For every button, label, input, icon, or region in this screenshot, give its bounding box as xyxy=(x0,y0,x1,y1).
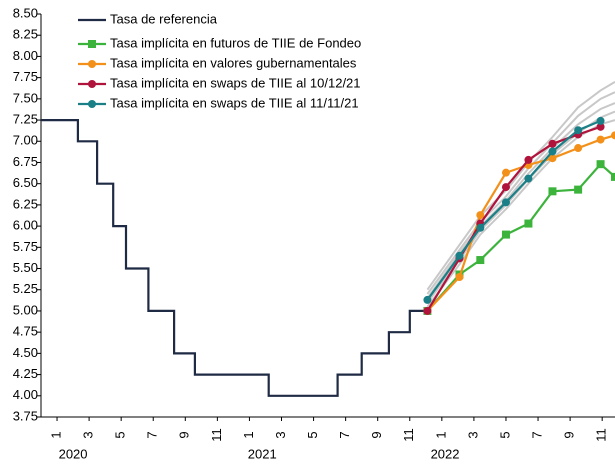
marker xyxy=(611,131,615,140)
marker xyxy=(476,211,485,220)
marker xyxy=(423,306,432,315)
y-tick-label: 4.25 xyxy=(13,366,38,381)
marker xyxy=(501,198,510,207)
marker xyxy=(574,185,583,194)
marker xyxy=(476,256,485,265)
marker xyxy=(501,183,510,192)
x-tick-label: 3 xyxy=(81,431,96,438)
marker xyxy=(548,187,557,196)
y-tick-label: 5.25 xyxy=(13,281,38,296)
marker xyxy=(524,219,533,228)
x-tick-label: 3 xyxy=(465,431,480,438)
y-tick-label: 7.50 xyxy=(13,90,38,105)
marker xyxy=(574,126,583,135)
y-tick-label: 8.00 xyxy=(13,48,38,63)
legend-item: Tasa implícita en futuros de TIIE de Fon… xyxy=(78,35,361,50)
marker xyxy=(596,160,605,169)
legend-item: Tasa implícita en valores gubernamentale… xyxy=(78,55,357,70)
marker xyxy=(596,122,605,131)
y-tick-label: 6.50 xyxy=(13,175,38,190)
marker xyxy=(548,147,557,156)
legend-marker xyxy=(88,60,96,68)
x-tick-label: 1 xyxy=(433,431,448,438)
marker xyxy=(596,135,605,144)
x-tick-label: 3 xyxy=(273,431,288,438)
x-tick-label: 11 xyxy=(594,428,609,442)
series-line xyxy=(426,119,602,301)
x-group-label: 2022 xyxy=(431,446,460,461)
legend-item: Tasa implícita en swaps de TIIE al 11/11… xyxy=(78,95,359,110)
marker xyxy=(501,230,510,239)
marker xyxy=(476,223,485,232)
series-line xyxy=(426,102,615,299)
y-tick-label: 4.75 xyxy=(13,324,38,339)
marker xyxy=(548,154,557,163)
marker xyxy=(548,139,557,148)
y-tick-label: 4.50 xyxy=(13,345,38,360)
legend-marker xyxy=(88,80,96,88)
y-tick-label: 5.75 xyxy=(13,239,38,254)
legend-label: Tasa de referencia xyxy=(110,11,218,26)
legend-marker xyxy=(88,40,96,48)
y-tick-label: 6.00 xyxy=(13,218,38,233)
plot-area xyxy=(41,81,615,397)
x-tick-label: 9 xyxy=(369,431,384,438)
marker xyxy=(501,168,510,177)
x-tick-label: 9 xyxy=(562,431,577,438)
y-tick-label: 7.00 xyxy=(13,133,38,148)
y-tick-label: 4.00 xyxy=(13,387,38,402)
x-tick-label: 1 xyxy=(48,431,63,438)
x-tick-label: 7 xyxy=(529,431,544,438)
x-tick-label: 1 xyxy=(241,431,256,438)
y-tick-label: 7.75 xyxy=(13,69,38,84)
marker xyxy=(423,295,432,304)
x-tick-label: 7 xyxy=(337,431,352,438)
marker xyxy=(455,251,464,260)
x-tick-label: 7 xyxy=(145,431,160,438)
legend-label: Tasa implícita en swaps de TIIE al 10/12… xyxy=(110,75,361,90)
marker xyxy=(524,155,533,164)
x-tick-label: 5 xyxy=(113,431,128,438)
x-tick-label: 11 xyxy=(209,428,224,442)
marker xyxy=(524,174,533,183)
y-tick-label: 8.25 xyxy=(13,27,38,42)
marker xyxy=(596,116,605,125)
x-tick-label: 5 xyxy=(305,431,320,438)
y-tick-label: 3.75 xyxy=(13,408,38,423)
legend-label: Tasa implícita en valores gubernamentale… xyxy=(110,55,357,70)
y-tick-label: 8.50 xyxy=(13,5,38,20)
y-tick-label: 6.25 xyxy=(13,196,38,211)
x-group-label: 2020 xyxy=(59,446,88,461)
x-group-label: 2021 xyxy=(248,446,277,461)
y-tick-label: 6.75 xyxy=(13,154,38,169)
legend-label: Tasa implícita en futuros de TIIE de Fon… xyxy=(110,35,361,50)
y-tick-label: 5.50 xyxy=(13,260,38,275)
x-tick-label: 9 xyxy=(177,431,192,438)
legend-label: Tasa implícita en swaps de TIIE al 11/11… xyxy=(110,95,359,110)
legend-item: Tasa de referencia xyxy=(78,11,218,26)
marker xyxy=(574,144,583,153)
legend-marker xyxy=(88,100,96,108)
series-line xyxy=(41,119,428,397)
marker xyxy=(455,273,464,282)
marker xyxy=(611,172,615,181)
legend-item: Tasa implícita en swaps de TIIE al 10/12… xyxy=(78,75,361,90)
y-tick-label: 7.25 xyxy=(13,111,38,126)
x-tick-label: 11 xyxy=(401,428,416,442)
y-tick-label: 5.00 xyxy=(13,302,38,317)
x-tick-label: 5 xyxy=(497,431,512,438)
series-line xyxy=(426,134,615,312)
